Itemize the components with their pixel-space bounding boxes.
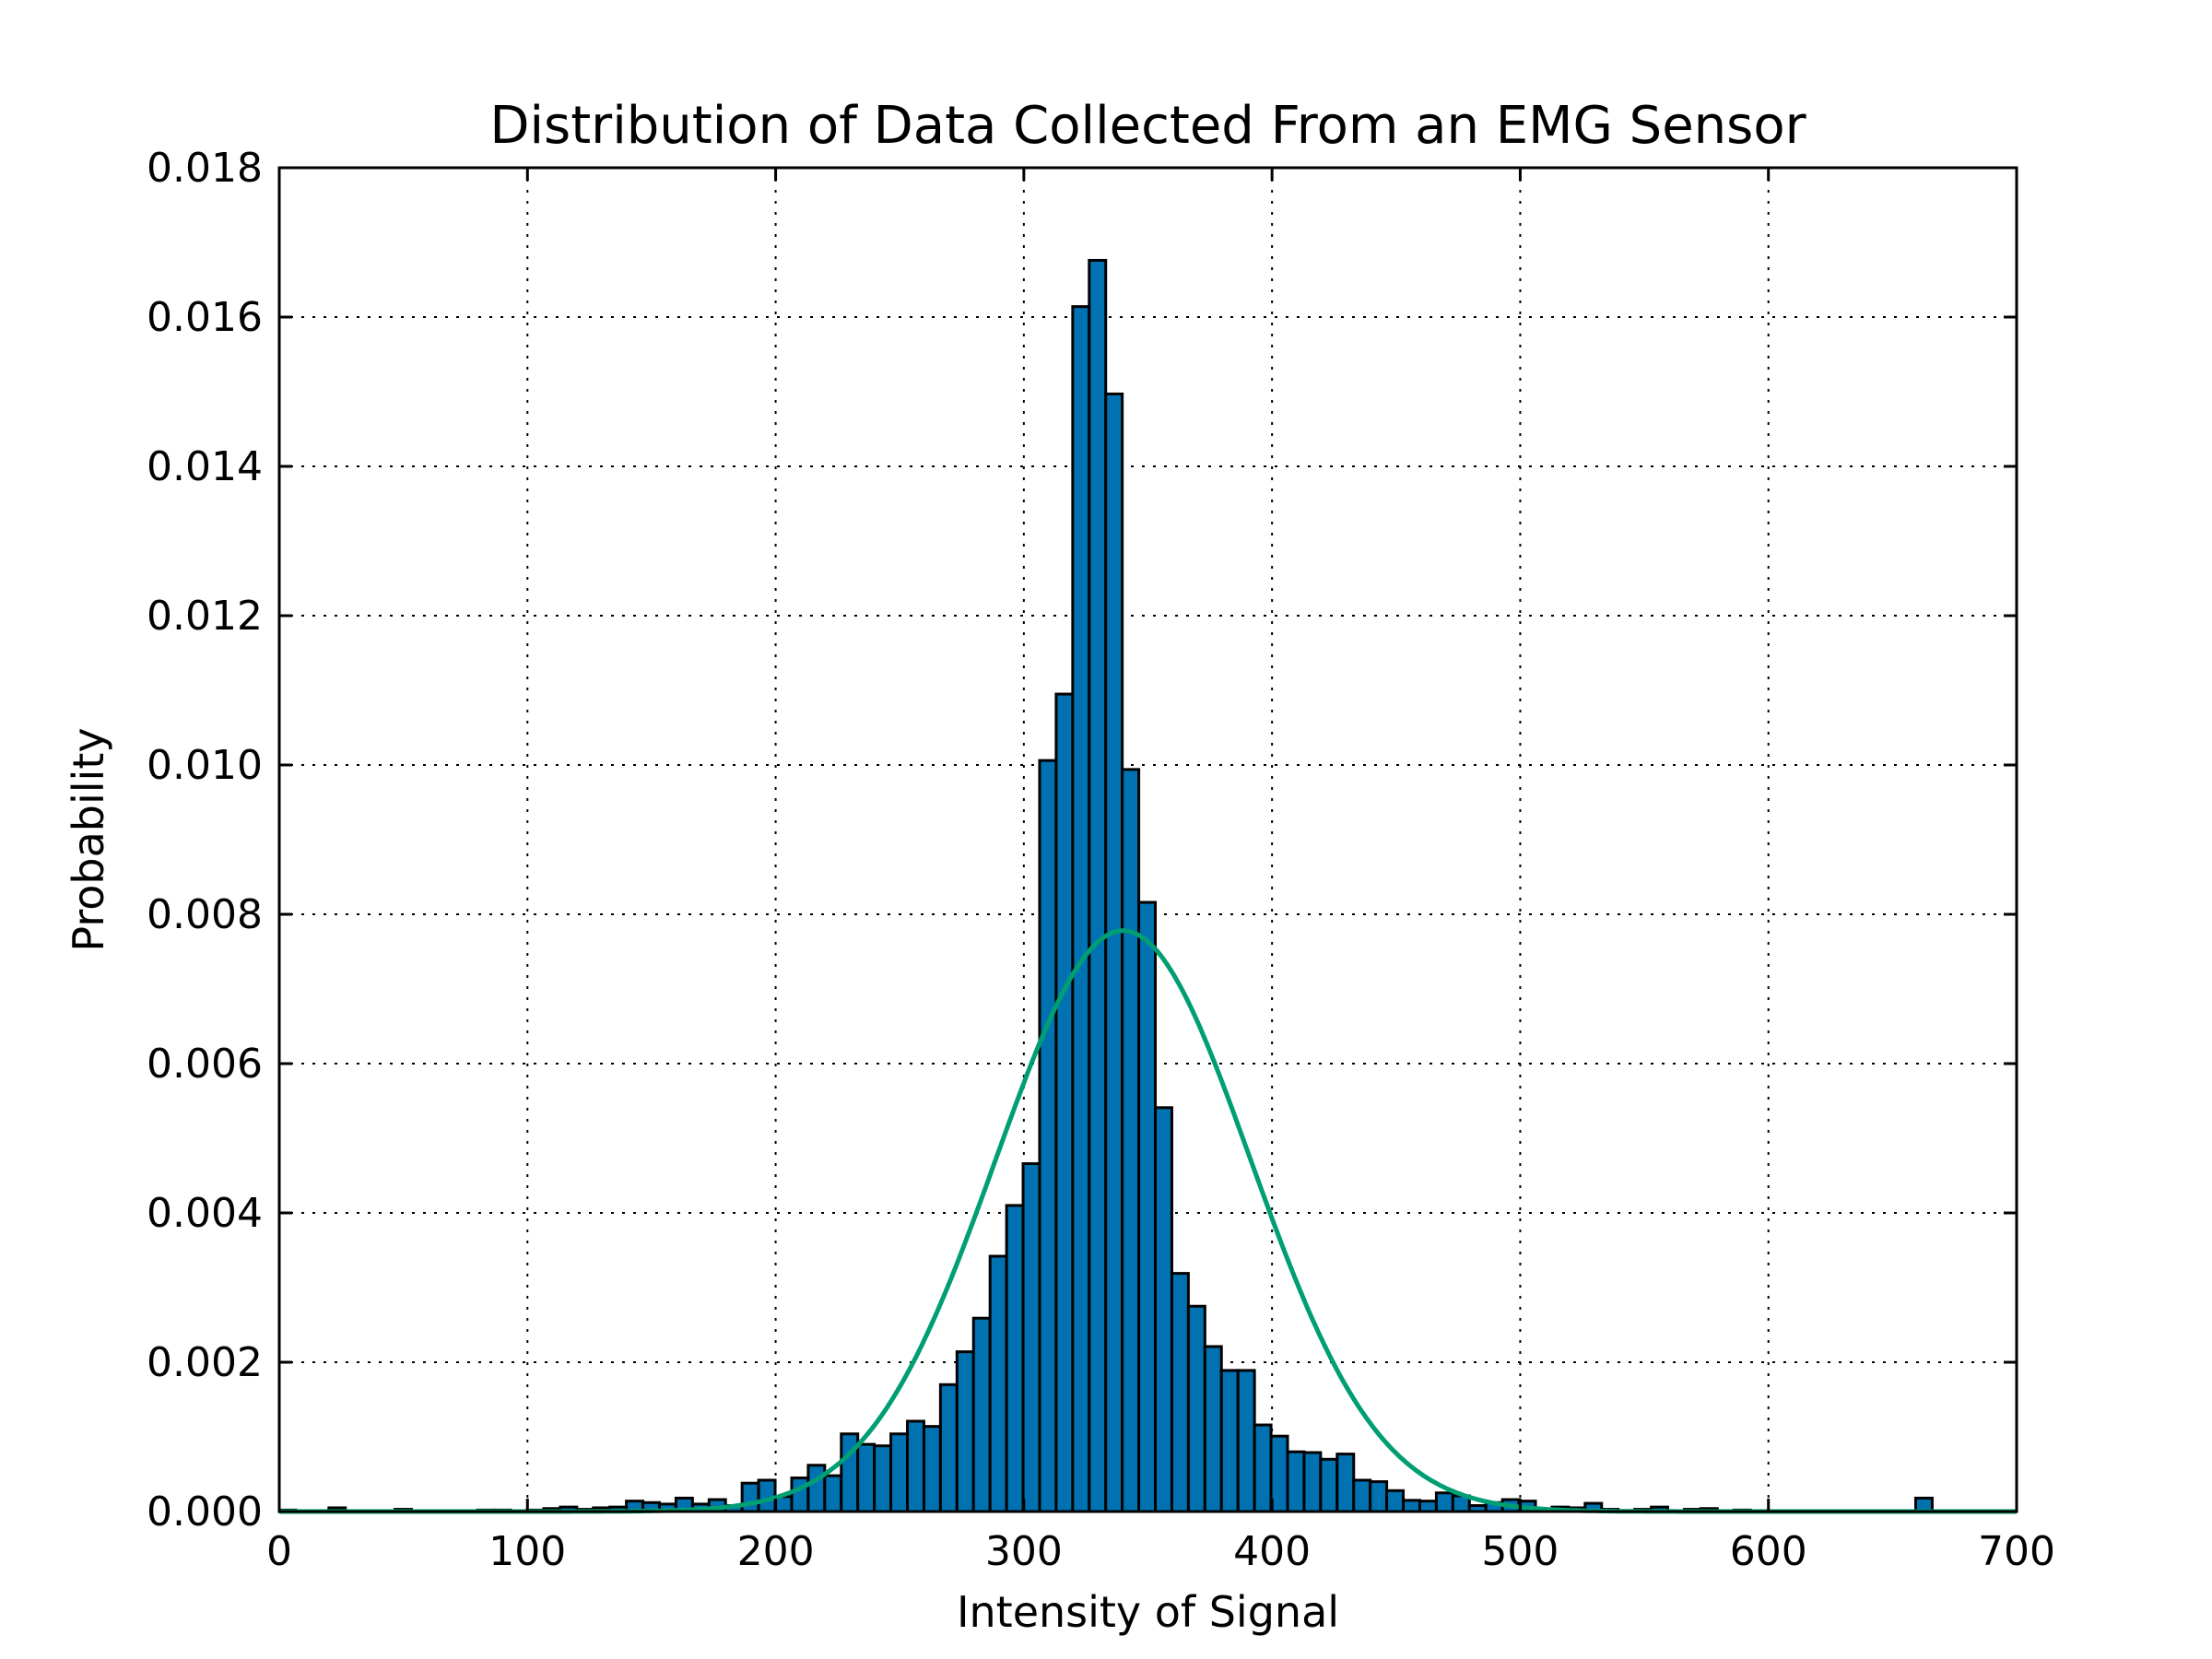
histogram-bar xyxy=(1005,1204,1025,1513)
y-tick-label: 0.008 xyxy=(147,891,263,938)
histogram-bar xyxy=(1104,392,1124,1513)
histogram-bar xyxy=(1269,1434,1289,1513)
histogram-bar xyxy=(938,1382,959,1513)
histogram-bar xyxy=(1286,1450,1306,1513)
histogram-bar xyxy=(757,1478,777,1513)
y-tick-label: 0.000 xyxy=(147,1488,263,1535)
histogram-bar xyxy=(873,1444,893,1513)
histogram-bar xyxy=(823,1474,843,1513)
y-tick-label: 0.010 xyxy=(147,742,263,789)
x-tick-label: 700 xyxy=(1978,1528,2055,1575)
histogram-bar xyxy=(1137,900,1158,1513)
histogram-bar xyxy=(1121,768,1141,1513)
y-tick-label: 0.002 xyxy=(147,1339,263,1386)
histogram-bar xyxy=(1154,1106,1173,1513)
histogram-bar xyxy=(1402,1499,1421,1513)
histogram-bar xyxy=(1335,1453,1356,1513)
histogram-bar xyxy=(1071,305,1091,1513)
histogram-bar xyxy=(1203,1345,1223,1513)
y-tick-label: 0.014 xyxy=(147,443,263,490)
histogram-bar xyxy=(1302,1451,1323,1513)
histogram-bar xyxy=(790,1477,810,1513)
histogram-bar xyxy=(1038,759,1058,1513)
histogram-bar xyxy=(1253,1423,1273,1513)
histogram-bar xyxy=(1385,1488,1406,1513)
x-axis-label: Intensity of Signal xyxy=(957,1587,1339,1637)
histogram-bar xyxy=(1236,1369,1256,1513)
histogram-bar xyxy=(1054,692,1075,1513)
histogram-bar xyxy=(1170,1272,1190,1513)
histogram-bar xyxy=(1418,1500,1438,1513)
x-tick-label: 600 xyxy=(1730,1528,1807,1575)
y-tick-label: 0.016 xyxy=(147,294,263,341)
y-tick-label: 0.018 xyxy=(147,145,263,192)
y-tick-label: 0.004 xyxy=(147,1190,263,1237)
chart-title: Distribution of Data Collected From an E… xyxy=(489,96,1806,156)
histogram-bar xyxy=(955,1350,975,1513)
x-tick-label: 100 xyxy=(488,1528,566,1575)
histogram-bar xyxy=(906,1419,925,1513)
histogram-bar xyxy=(1186,1304,1206,1513)
histogram-bar xyxy=(1319,1457,1339,1513)
histogram-bar xyxy=(1369,1480,1389,1513)
x-tick-label: 0 xyxy=(266,1528,292,1575)
histogram-bar xyxy=(806,1464,827,1513)
x-tick-label: 200 xyxy=(737,1528,815,1575)
histogram-bar xyxy=(1352,1478,1372,1513)
histogram-bar xyxy=(1219,1369,1240,1513)
histogram-bar xyxy=(856,1442,877,1513)
histogram-bar xyxy=(1088,258,1108,1513)
histogram-bars xyxy=(277,258,1934,1513)
histogram-bar xyxy=(740,1481,760,1513)
x-tick-label: 400 xyxy=(1233,1528,1311,1575)
x-tick-label: 300 xyxy=(985,1528,1063,1575)
histogram-bar xyxy=(971,1316,992,1513)
histogram-bar xyxy=(1434,1491,1454,1513)
x-tick-label: 500 xyxy=(1481,1528,1559,1575)
y-tick-label: 0.006 xyxy=(147,1041,263,1088)
histogram-bar xyxy=(988,1254,1008,1513)
y-axis-label: Probability xyxy=(64,727,113,951)
histogram-bar xyxy=(889,1432,910,1513)
histogram-bar xyxy=(922,1425,942,1513)
y-tick-label: 0.012 xyxy=(147,593,263,640)
axis-ticks: 0 100 200 300 400 500 600 700 0.000 0.002 0.004 0.0… xyxy=(147,145,2055,1575)
plot-frame xyxy=(277,166,2018,1513)
histogram-bar xyxy=(1021,1162,1041,1513)
